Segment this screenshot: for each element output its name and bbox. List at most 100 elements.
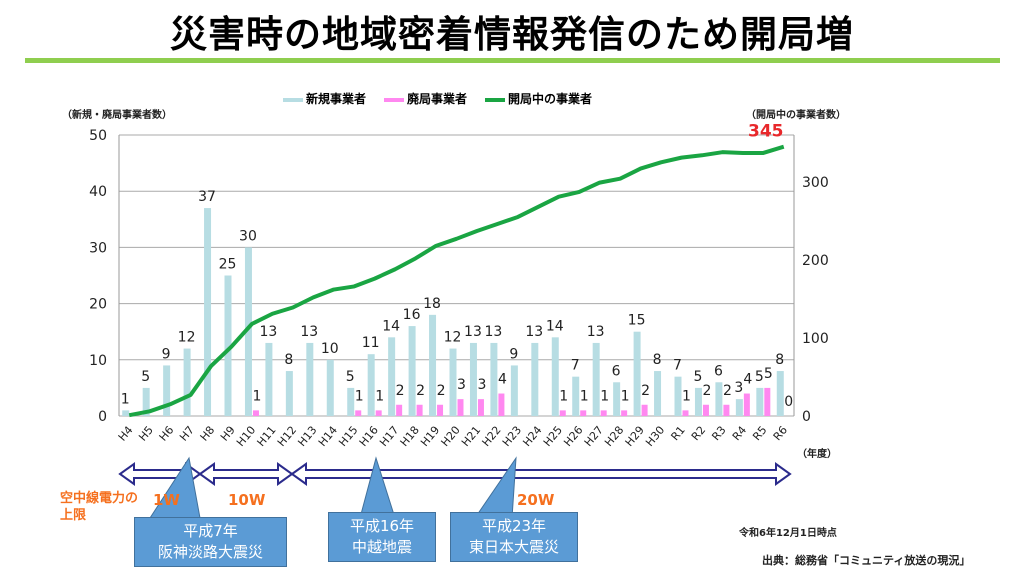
bar-new	[510, 365, 518, 416]
left-tick-label: 20	[89, 297, 107, 313]
data-label-new: 18	[423, 296, 441, 312]
x-tick-label: H11	[254, 424, 278, 449]
bar-new	[244, 247, 252, 416]
bar-closed	[355, 410, 362, 416]
data-label-closed: 1	[580, 388, 589, 404]
bar-closed	[641, 404, 648, 416]
bar-closed	[743, 393, 750, 416]
bar-new	[408, 326, 416, 416]
right-axis-label: （開局中の事業者数）	[746, 110, 846, 121]
bar-closed	[600, 410, 607, 416]
data-label-new: 13	[464, 324, 482, 340]
data-label-new: 25	[219, 257, 237, 273]
title-underline	[25, 58, 1000, 63]
event-callout-h16: 平成16年 中越地震	[328, 512, 436, 562]
bar-new	[654, 371, 662, 416]
data-label-new: 6	[714, 363, 723, 379]
data-label-new: 37	[198, 189, 216, 205]
data-label-new: 13	[484, 324, 502, 340]
bar-closed	[702, 404, 709, 416]
as-of-date: 令和6年12月1日時点	[739, 528, 837, 539]
data-label-new: 5	[693, 369, 702, 385]
data-label-closed: 1	[600, 388, 609, 404]
legend-new: 新規事業者	[283, 90, 366, 107]
x-tick-label: H16	[357, 424, 381, 449]
bar-new	[694, 387, 702, 416]
bar-closed	[559, 410, 566, 416]
data-label-new: 13	[587, 324, 605, 340]
x-tick-label: H14	[316, 424, 340, 449]
bar-new	[633, 331, 641, 416]
bar-new	[613, 382, 621, 416]
event-callout-h23: 平成23年 東日本大震災	[450, 512, 578, 562]
bar-new	[122, 410, 130, 416]
bar-closed	[498, 393, 505, 416]
event-pointer	[474, 456, 517, 519]
bar-new	[285, 371, 293, 416]
power-period-1w: 1W	[153, 491, 180, 509]
bar-closed	[375, 410, 382, 416]
data-label-new: 5	[755, 369, 764, 385]
legend-active: 開局中の事業者	[485, 90, 592, 107]
right-tick-label: 0	[802, 409, 811, 425]
power-arrow-20w	[290, 462, 792, 486]
data-label-new: 8	[775, 352, 784, 368]
bar-closed	[396, 404, 403, 416]
data-label-new: 7	[571, 358, 580, 374]
bar-closed	[416, 404, 423, 416]
x-tick-label: H12	[275, 424, 299, 449]
x-tick-label: H4	[116, 424, 136, 444]
x-tick-label: H29	[623, 424, 647, 449]
left-axis-label: （新規・廃局事業者数）	[62, 110, 172, 121]
data-label-new: 30	[239, 228, 257, 244]
power-arrow-10w	[198, 462, 294, 486]
bar-new	[531, 342, 539, 416]
bar-closed	[682, 410, 689, 416]
x-tick-label: H28	[602, 424, 626, 449]
x-tick-label: H10	[234, 424, 258, 449]
power-limit-label: 空中線電力の上限	[60, 491, 139, 523]
x-tick-label: H13	[295, 424, 319, 449]
data-label-closed: 1	[375, 388, 384, 404]
bar-new	[142, 387, 150, 416]
data-label-new: 12	[178, 330, 196, 346]
data-label-closed: 2	[416, 383, 425, 399]
x-tick-label: R6	[771, 424, 790, 444]
bar-new	[388, 337, 396, 416]
bar-new	[592, 342, 600, 416]
data-label-new: 16	[403, 307, 421, 323]
data-label-new: 5	[346, 369, 355, 385]
line-active	[128, 144, 785, 418]
bar-new	[183, 348, 191, 416]
x-tick-label: H27	[582, 424, 606, 449]
x-tick-label: H23	[500, 424, 524, 449]
data-label-closed: 3	[477, 377, 486, 393]
left-tick-label: 50	[89, 128, 107, 144]
x-tick-label: H22	[479, 424, 503, 449]
power-period-10w: 10W	[228, 491, 266, 509]
bar-new	[367, 354, 375, 416]
x-tick-label: H6	[157, 424, 177, 444]
x-tick-label: H20	[439, 424, 463, 449]
data-label-new: 13	[525, 324, 543, 340]
data-label-new: 11	[362, 335, 380, 351]
data-label-closed: 4	[743, 372, 752, 388]
data-label-new: 5	[141, 369, 150, 385]
data-label-closed: 1	[682, 388, 691, 404]
data-label-new: 15	[628, 313, 646, 329]
data-label-new: 10	[321, 341, 339, 357]
bar-new	[674, 376, 682, 416]
bar-new	[776, 371, 784, 416]
data-label-closed: 1	[355, 388, 364, 404]
data-label-new: 14	[382, 318, 400, 334]
x-tick-label: H24	[520, 424, 544, 449]
bar-closed	[252, 410, 259, 416]
data-label-new: 9	[162, 346, 171, 362]
bar-closed	[723, 404, 730, 416]
bar-closed	[477, 399, 484, 416]
x-tick-label: R4	[730, 424, 749, 444]
x-tick-label: H15	[336, 424, 360, 449]
bar-closed	[437, 404, 444, 416]
data-label-closed: 2	[396, 383, 405, 399]
data-label-closed: 4	[498, 372, 507, 388]
